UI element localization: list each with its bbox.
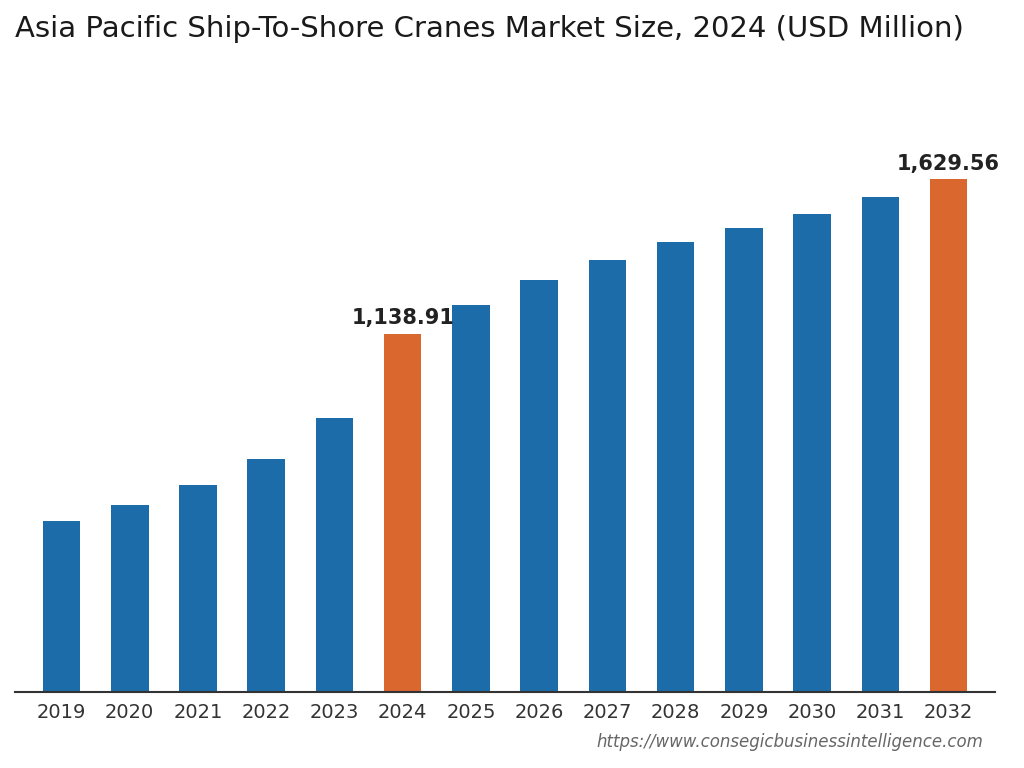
Bar: [248, 459, 285, 692]
Bar: [861, 197, 899, 692]
Text: 1,138.91: 1,138.91: [351, 308, 455, 328]
Bar: [725, 228, 763, 692]
Bar: [657, 242, 694, 692]
Bar: [794, 214, 830, 692]
Bar: [930, 180, 968, 692]
Text: Asia Pacific Ship-To-Shore Cranes Market Size, 2024 (USD Million): Asia Pacific Ship-To-Shore Cranes Market…: [15, 15, 964, 43]
Bar: [111, 505, 148, 692]
Text: 1,629.56: 1,629.56: [897, 154, 1000, 174]
Bar: [384, 334, 422, 692]
Bar: [315, 419, 353, 692]
Bar: [453, 305, 489, 692]
Text: https://www.consegicbusinessintelligence.com: https://www.consegicbusinessintelligence…: [596, 733, 983, 751]
Bar: [179, 485, 217, 692]
Bar: [589, 260, 627, 692]
Bar: [520, 280, 558, 692]
Bar: [43, 521, 80, 692]
